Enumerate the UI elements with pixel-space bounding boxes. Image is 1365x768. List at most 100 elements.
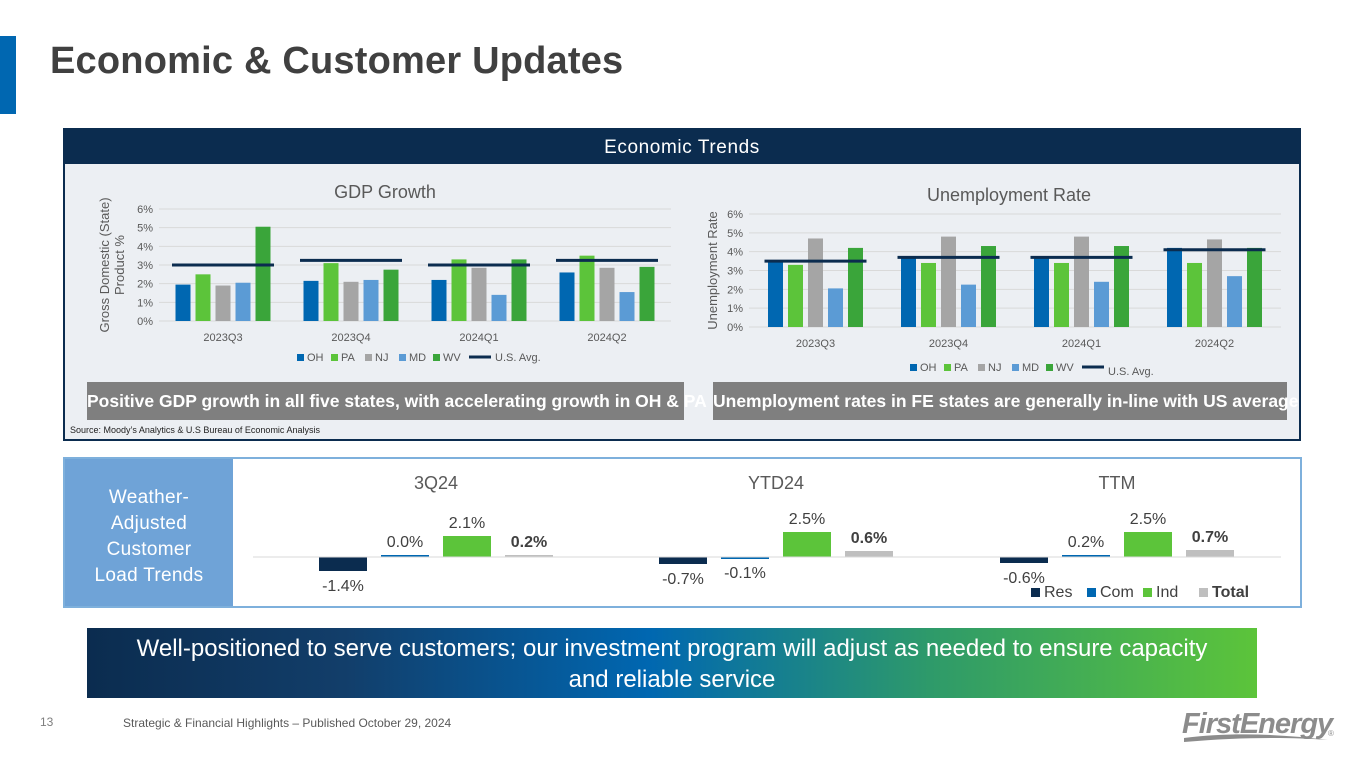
legend-swatch-md (399, 354, 406, 361)
source-note: Source: Moody’s Analytics & U.S Bureau o… (70, 425, 320, 435)
bar-pa (1054, 262, 1069, 327)
x-tick-label: 2024Q2 (1195, 338, 1234, 350)
period-title: YTD24 (748, 473, 804, 493)
legend-swatch-pa (944, 364, 951, 371)
y-tick-label: 0% (137, 316, 153, 328)
data-label: -0.7% (662, 571, 704, 588)
data-label: -1.4% (322, 578, 364, 595)
bar-pa (451, 259, 467, 321)
bar-md (828, 288, 843, 327)
y-axis-label-line: Gross Domestic (State) (97, 197, 112, 332)
x-tick-label: 2024Q2 (587, 332, 626, 344)
bar-com (381, 555, 429, 557)
page-title: Economic & Customer Updates (50, 40, 624, 82)
x-tick-label: 2023Q3 (796, 338, 835, 350)
data-label: -0.1% (724, 565, 766, 582)
bar-md (961, 284, 976, 327)
unemployment-rate-chart: Unemployment Rate 0% 1% 2% 3% 4% 5% 6% Unemploym… (705, 185, 1281, 378)
economic-trends-panel: Economic Trends GDP Growth 0% 1% 2% 3% 4% 5% 6%… (63, 128, 1301, 441)
bar-md (363, 279, 379, 321)
load-trends-label: Weather- Adjusted Customer Load Trends (65, 459, 233, 606)
legend-label: OH (307, 352, 324, 364)
bar-total (845, 551, 893, 557)
load-trends-label-line: Customer (106, 539, 192, 560)
legend-label: Total (1212, 584, 1249, 601)
bar-total (505, 555, 553, 557)
x-tick-label: 2023Q4 (929, 338, 968, 350)
y-tick-label: 2% (137, 279, 153, 291)
bar-md (1227, 276, 1242, 327)
summary-banner-line: and reliable service (568, 666, 776, 693)
y-axis-label: Unemployment Rate (705, 211, 720, 330)
data-label: -0.6% (1003, 570, 1045, 587)
legend-label: Ind (1156, 584, 1178, 601)
legend-label: OH (920, 362, 937, 374)
legend-label: U.S. Avg. (1108, 366, 1154, 378)
bar-nj (941, 236, 956, 327)
load-trends-label-line: Load Trends (94, 565, 204, 586)
legend-swatch-wv (433, 354, 440, 361)
bar-oh (1167, 247, 1182, 327)
chart-title: GDP Growth (334, 182, 436, 202)
bar-com (1062, 555, 1110, 557)
y-axis-label: Gross Domestic (State)Product % (97, 197, 127, 332)
bar-nj (1207, 239, 1222, 327)
legend-label: MD (1022, 362, 1039, 374)
y-tick-label: 3% (727, 266, 743, 278)
x-tick-label: 2023Q4 (331, 332, 370, 344)
legend-swatch-total (1199, 588, 1208, 597)
legend-label: WV (1056, 362, 1074, 374)
legend-swatch-nj (365, 354, 372, 361)
gdp-callout: Positive GDP growth in all five states, … (87, 382, 707, 420)
bar-res (319, 557, 367, 571)
page-number: 13 (40, 715, 54, 729)
y-tick-label: 5% (727, 228, 743, 240)
summary-banner-line: Well-positioned to serve customers; our … (136, 635, 1208, 662)
load-trends-chart: 3Q24 -1.4% 0.0% 2.1% 0.2% YTD24 -0.7% -0.1% 2.5%… (253, 473, 1281, 601)
economic-trends-header: Economic Trends (65, 130, 1299, 164)
legend-label: PA (954, 362, 969, 374)
bar-wv (383, 269, 399, 321)
data-label: 0.2% (1068, 534, 1104, 551)
y-tick-label: 1% (727, 303, 743, 315)
bar-total (1186, 550, 1234, 557)
legend-label: MD (409, 352, 426, 364)
data-label: 0.2% (511, 534, 547, 551)
x-tick-label: 2023Q3 (203, 332, 242, 344)
data-label: 2.5% (1130, 511, 1166, 528)
legend-swatch-ind (1143, 588, 1152, 597)
load-trends-label-line: Adjusted (110, 513, 188, 534)
bar-wv (1247, 247, 1262, 327)
bar-nj (1074, 236, 1089, 327)
period-title: TTM (1099, 473, 1136, 493)
bar-oh (1034, 257, 1049, 327)
y-tick-label: 4% (727, 247, 743, 259)
y-tick-label: 6% (137, 204, 153, 216)
legend-swatch-wv (1046, 364, 1053, 371)
legend-swatch-com (1087, 588, 1096, 597)
x-tick-label: 2024Q1 (1062, 338, 1101, 350)
bar-wv (981, 246, 996, 327)
bar-nj (343, 281, 359, 321)
legend-swatch-pa (331, 354, 338, 361)
bar-md (235, 282, 251, 321)
legend-swatch-res (1031, 588, 1040, 597)
bar-wv (639, 266, 655, 321)
legend-label: Com (1100, 584, 1134, 601)
logo-swoosh (1184, 734, 1328, 742)
bar-nj (471, 267, 487, 321)
bar-pa (921, 262, 936, 327)
unemployment-callout: Unemployment rates in FE states are gene… (713, 382, 1298, 420)
period-title: 3Q24 (414, 473, 458, 493)
bar-oh (901, 257, 916, 327)
bar-res (659, 557, 707, 564)
bar-md (1094, 281, 1109, 327)
bar-pa (323, 263, 339, 321)
chart-title: Unemployment Rate (927, 185, 1091, 205)
bar-oh (303, 280, 319, 321)
legend-swatch-oh (297, 354, 304, 361)
legend-label: PA (341, 352, 356, 364)
y-tick-label: 1% (137, 297, 153, 309)
bar-wv (511, 259, 527, 321)
bar-md (491, 294, 507, 321)
